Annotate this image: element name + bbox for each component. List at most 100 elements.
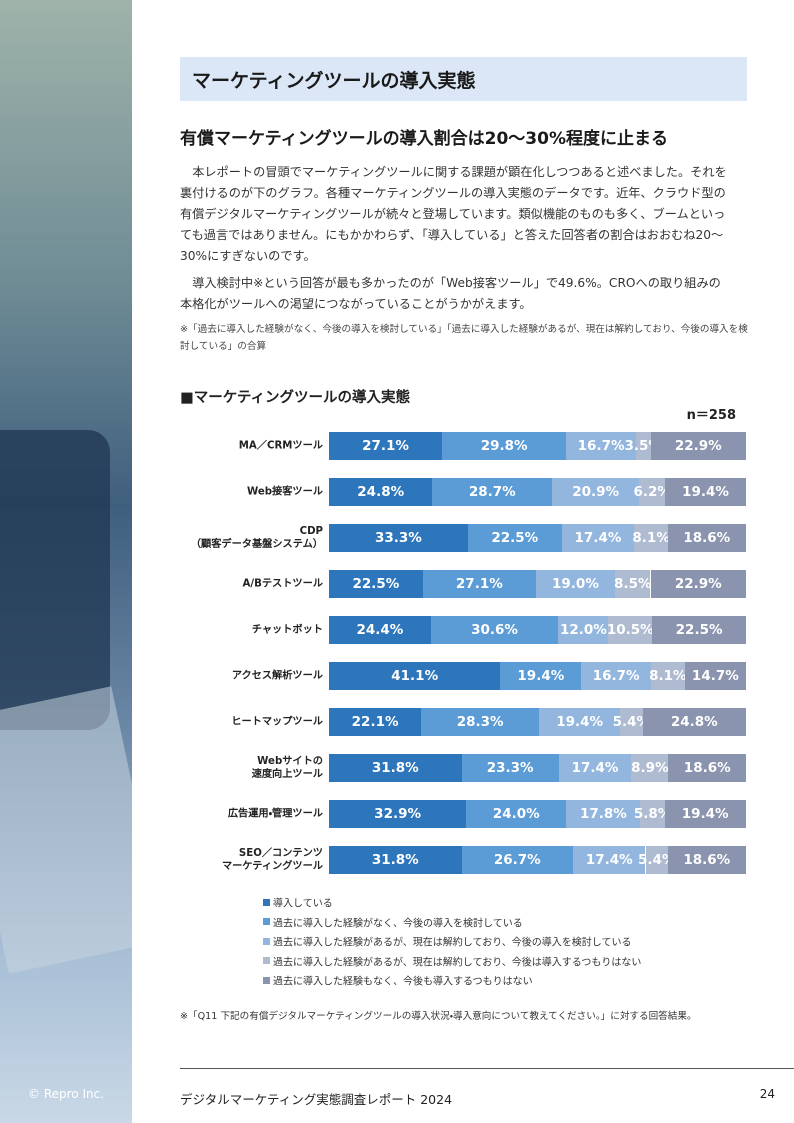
- bar-segment: [329, 478, 433, 506]
- header-title: マーケティングツールの導入実態: [192, 70, 476, 92]
- value-label: 5.8%: [633, 806, 672, 822]
- value-label: 16.7%: [592, 668, 640, 684]
- subheading: 有償マーケティングツールの導入割合は20〜30%程度に止まる: [180, 129, 668, 149]
- value-label: 17.8%: [579, 806, 627, 822]
- bar-segment: [329, 616, 431, 644]
- value-label: 31.8%: [371, 760, 419, 776]
- bar-segment: [558, 754, 632, 782]
- legend-label: 過去に導入した経験があるが、現在は解約しており、今後は導入するつもりはない: [273, 957, 642, 968]
- bar-segment: [561, 524, 635, 552]
- bar-segment: [650, 432, 746, 460]
- bar-segment: [639, 478, 666, 506]
- legend-swatch: [263, 937, 270, 945]
- legend-swatch: [263, 957, 270, 964]
- value-label: 22.5%: [675, 622, 723, 638]
- laptop-shape: [0, 686, 132, 974]
- bar-segment: [665, 478, 746, 506]
- value-label: 22.1%: [351, 714, 399, 730]
- bar-segment: [650, 570, 746, 598]
- legend-label: 導入している: [273, 898, 333, 910]
- bar-segment: [421, 708, 540, 736]
- value-label: 5.4%: [638, 852, 676, 868]
- value-label: 22.9%: [674, 438, 722, 454]
- bar-segment: [566, 800, 641, 828]
- value-label: 22.9%: [674, 576, 722, 592]
- category-label: アクセス解析ツール: [231, 670, 323, 682]
- legend-swatch: [263, 976, 270, 984]
- bar-segment: [466, 800, 567, 828]
- bar-segment: [461, 846, 573, 874]
- bar-segment: [461, 754, 559, 782]
- footer-rule: [180, 1068, 794, 1069]
- value-label: 19.4%: [556, 714, 604, 730]
- category-label: チャットボット: [251, 624, 323, 636]
- category-label: SEO／コンテンツ マーケティングツール: [221, 848, 323, 872]
- bar-segment: [581, 662, 651, 690]
- paragraph: 導入検討中※という回答が最も多かったのが「Web接客ツール」で49.6%。CRO…: [180, 276, 721, 311]
- category-label: CDP （顧客データ基盤システム）: [190, 526, 323, 550]
- bar-segment: [539, 708, 621, 736]
- value-label: 17.4%: [585, 852, 633, 868]
- value-label: 18.6%: [683, 852, 731, 868]
- category-label: A/Bテストツール: [242, 578, 324, 590]
- category-label: 広告運用・管理ツール: [227, 808, 323, 820]
- bar-segment: [635, 432, 651, 460]
- bar-segment: [329, 570, 423, 598]
- value-label: 31.8%: [371, 852, 419, 868]
- value-label: 18.6%: [683, 530, 731, 546]
- value-label: 17.4%: [571, 760, 619, 776]
- value-label: 8.5%: [614, 576, 652, 592]
- value-label: 17.4%: [574, 530, 622, 546]
- bar-segment: [329, 524, 468, 552]
- value-label: 32.9%: [374, 806, 422, 822]
- report-name: デジタルマーケティング実態調査レポート 2024: [180, 1092, 453, 1107]
- value-label: 30.6%: [471, 622, 518, 638]
- legend-label: 過去に導入した経験もなく、今後も導入するつもりはない: [273, 976, 533, 988]
- photo-shapes: [0, 430, 132, 974]
- bar-segment: [442, 432, 567, 460]
- value-label: 19.4%: [517, 668, 565, 684]
- value-label: 8.1%: [649, 668, 687, 684]
- bar-segment: [620, 708, 643, 736]
- bar-segment: [430, 616, 559, 644]
- value-label: 22.5%: [352, 576, 400, 592]
- bar-segment: [668, 524, 746, 552]
- legend-label: 過去に導入した経験がなく、今後の導入を検討している: [273, 918, 523, 929]
- value-label: 29.8%: [480, 438, 528, 454]
- value-label: 8.1%: [632, 530, 670, 546]
- value-label: 24.8%: [670, 714, 718, 730]
- value-label: 8.9%: [631, 760, 669, 776]
- bar-segment: [329, 662, 501, 690]
- category-label: ヒートマップツール: [231, 716, 323, 728]
- bar-segment: [640, 800, 665, 828]
- value-label: 12.0%: [559, 622, 607, 638]
- value-label: 24.0%: [492, 806, 540, 822]
- header-box: [180, 57, 747, 101]
- value-label: 24.8%: [357, 484, 405, 500]
- value-label: 5.4%: [612, 714, 651, 730]
- page-number: 24: [759, 1087, 775, 1101]
- bar-segment: [467, 524, 562, 552]
- value-label: 19.0%: [552, 576, 599, 592]
- bar-segment: [650, 662, 685, 690]
- category-label: MA／CRMツール: [238, 440, 323, 452]
- sample-size: n＝258: [686, 408, 736, 423]
- bar-segment: [422, 570, 536, 598]
- value-label: 26.7%: [493, 852, 541, 868]
- bar-segment: [329, 708, 422, 736]
- bar-segment: [432, 478, 553, 506]
- value-label: 23.3%: [486, 760, 534, 776]
- bar-segment: [558, 616, 609, 644]
- copyright: © Repro Inc.: [28, 1087, 104, 1101]
- value-label: 16.7%: [577, 438, 625, 454]
- note: ※「過去に導入した経験がなく、今後の導入を検討している」「過去に導入した経験があ…: [180, 324, 748, 352]
- bar-segment: [615, 570, 651, 598]
- bar-segment: [329, 432, 442, 460]
- category-label: Webサイトの 速度向上ツール: [251, 756, 323, 780]
- value-label: 20.9%: [572, 484, 620, 500]
- bar-segment: [668, 846, 746, 874]
- legend-swatch: [263, 918, 270, 925]
- bar-segment: [535, 570, 616, 598]
- bar-segment: [645, 846, 669, 874]
